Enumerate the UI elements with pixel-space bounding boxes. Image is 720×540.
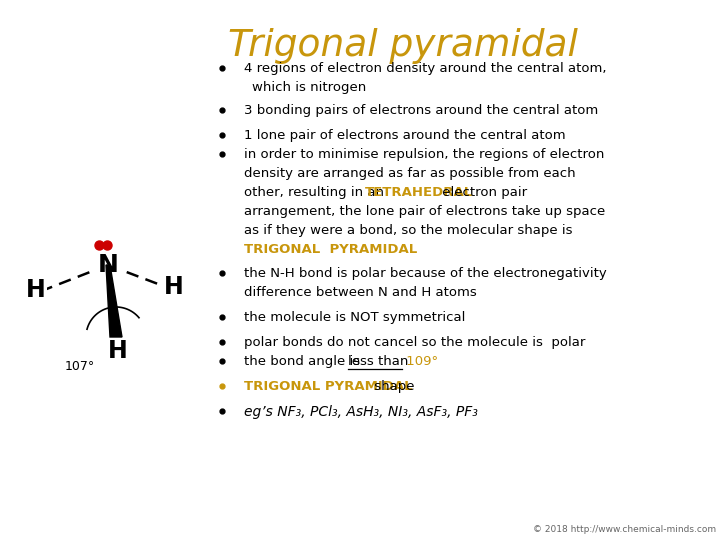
Polygon shape [106, 265, 122, 337]
Text: polar bonds do not cancel so the molecule is  polar: polar bonds do not cancel so the molecul… [244, 336, 585, 349]
Text: in order to minimise repulsion, the regions of electron: in order to minimise repulsion, the regi… [244, 148, 604, 161]
Text: TRIGONAL  PYRAMIDAL: TRIGONAL PYRAMIDAL [244, 243, 418, 256]
Text: which is nitrogen: which is nitrogen [252, 81, 366, 94]
Text: TRIGONAL PYRAMIDAL: TRIGONAL PYRAMIDAL [244, 380, 413, 393]
Text: 4 regions of electron density around the central atom,: 4 regions of electron density around the… [244, 62, 606, 75]
Text: H: H [108, 339, 128, 363]
Text: the bond angle is: the bond angle is [244, 355, 364, 368]
Text: as if they were a bond, so the molecular shape is: as if they were a bond, so the molecular… [244, 224, 572, 237]
Text: difference between N and H atoms: difference between N and H atoms [244, 286, 477, 299]
Text: 107°: 107° [65, 361, 95, 374]
Text: N: N [98, 253, 118, 277]
Text: H: H [26, 278, 46, 302]
Text: 109°: 109° [402, 355, 438, 368]
Text: arrangement, the lone pair of electrons take up space: arrangement, the lone pair of electrons … [244, 205, 606, 218]
Text: less than: less than [348, 355, 408, 368]
Text: TETRAHEDRAL: TETRAHEDRAL [365, 186, 473, 199]
Text: the N-H bond is polar because of the electronegativity: the N-H bond is polar because of the ele… [244, 267, 607, 280]
Text: 3 bonding pairs of electrons around the central atom: 3 bonding pairs of electrons around the … [244, 104, 598, 117]
Text: eg’s NF₃, PCl₃, AsH₃, NI₃, AsF₃, PF₃: eg’s NF₃, PCl₃, AsH₃, NI₃, AsF₃, PF₃ [244, 405, 478, 419]
Text: the molecule is NOT symmetrical: the molecule is NOT symmetrical [244, 311, 465, 324]
Text: 1 lone pair of electrons around the central atom: 1 lone pair of electrons around the cent… [244, 129, 566, 142]
Text: other, resulting in an: other, resulting in an [244, 186, 388, 199]
Text: density are arranged as far as possible from each: density are arranged as far as possible … [244, 167, 575, 180]
Text: © 2018 http://www.chemical-minds.com: © 2018 http://www.chemical-minds.com [533, 525, 716, 534]
Text: H: H [164, 275, 184, 299]
Text: shape: shape [370, 380, 415, 393]
Text: Trigonal pyramidal: Trigonal pyramidal [228, 28, 578, 64]
Text: electron pair: electron pair [438, 186, 527, 199]
